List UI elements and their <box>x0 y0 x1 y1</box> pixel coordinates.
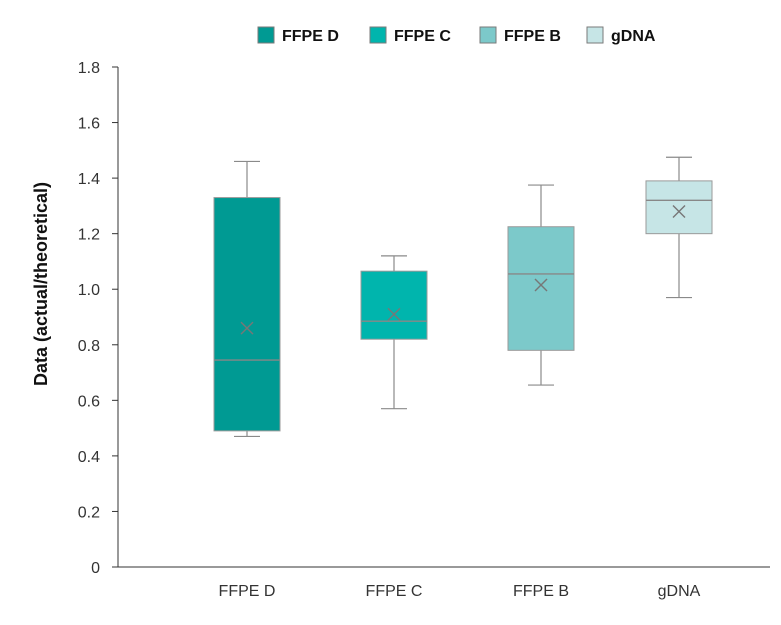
legend-label: gDNA <box>611 28 656 45</box>
y-tick-label: 1.6 <box>78 116 100 133</box>
box-ffpe-c <box>360 255 428 410</box>
legend-item-ffpe-c: FFPE C <box>369 26 451 45</box>
legend-swatch <box>586 26 604 44</box>
y-tick-label: 0.4 <box>78 449 100 466</box>
y-tick-label: 0.8 <box>78 338 100 355</box>
legend-item-ffpe-d: FFPE D <box>257 26 339 45</box>
y-tick-label: 1.4 <box>78 171 100 188</box>
legend: FFPE D FFPE C FFPE B gDNA <box>257 26 656 45</box>
y-axis-label: Data (actual/theoretical) <box>31 182 51 386</box>
y-axis: 0 0.2 0.4 0.6 0.8 1.0 1.2 1.4 1.6 1.8 <box>78 60 119 577</box>
x-tick-label: FFPE B <box>513 583 569 600</box>
x-tick-label: gDNA <box>658 583 701 600</box>
legend-item-ffpe-b: FFPE B <box>479 26 561 45</box>
mean-marker <box>387 307 401 321</box>
y-tick-label: 1.0 <box>78 282 100 299</box>
legend-label: FFPE B <box>504 28 561 45</box>
mean-marker <box>534 278 548 292</box>
box-iqr <box>507 226 575 351</box>
legend-label: FFPE D <box>282 28 339 45</box>
box-iqr <box>645 180 713 235</box>
y-tick-label: 0 <box>91 560 100 577</box>
x-axis: FFPE D FFPE C FFPE B gDNA <box>118 566 770 600</box>
box-iqr <box>213 197 281 432</box>
x-tick-label: FFPE C <box>366 583 423 600</box>
x-tick-label: FFPE D <box>219 583 276 600</box>
y-tick-label: 0.2 <box>78 504 100 521</box>
legend-swatch <box>257 26 275 44</box>
mean-marker <box>240 321 254 335</box>
box-iqr <box>360 270 428 340</box>
legend-swatch <box>479 26 497 44</box>
box-ffpe-b <box>507 184 575 386</box>
y-tick-label: 1.2 <box>78 227 100 244</box>
legend-swatch <box>369 26 387 44</box>
mean-marker <box>672 204 686 218</box>
legend-label: FFPE C <box>394 28 451 45</box>
legend-item-gdna: gDNA <box>586 26 656 45</box>
y-tick-label: 1.8 <box>78 60 100 77</box>
box-series <box>213 156 713 438</box>
box-gdna <box>645 156 713 299</box>
box-ffpe-d <box>213 160 281 438</box>
y-tick-label: 0.6 <box>78 393 100 410</box>
